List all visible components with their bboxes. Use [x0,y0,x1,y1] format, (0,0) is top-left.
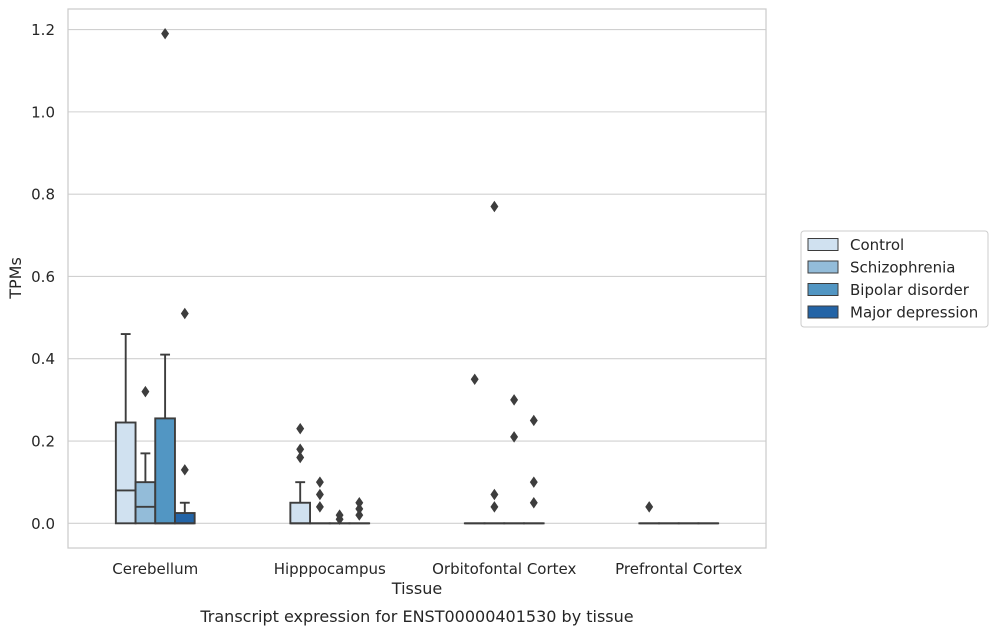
outlier-point [529,414,538,427]
box-body [173,512,196,525]
outlier-point [296,443,305,455]
box-major-depression [173,501,196,525]
outlier-point [180,307,189,320]
box-body [154,417,176,525]
outlier-point [315,501,324,513]
outlier-point [529,497,538,509]
y-tick-label: 0.2 [31,433,55,451]
y-axis-title: TPMs [6,257,25,300]
x-tick-label: Prefrontal Cortex [615,560,742,578]
legend-label: Control [850,236,904,254]
outlier-point [335,509,344,521]
outlier-point [529,476,538,488]
x-tick-label: Hipppocampus [274,560,386,578]
outlier-points [141,27,654,525]
outlier-point [161,27,170,40]
outlier-point [645,501,654,513]
legend-label: Major depression [850,304,978,322]
legend-swatch [807,238,839,251]
box-schizophrenia [134,452,157,525]
chart-caption: Transcript expression for ENST0000040153… [199,607,633,626]
boxes [114,333,720,525]
box-control [114,333,137,525]
legend: Control Schizophrenia Bipolar disorder Majo… [800,230,989,328]
grid-lines [68,29,766,524]
box-body [114,421,137,525]
legend-swatch [807,260,839,274]
outlier-point [355,509,364,521]
y-tick-label: 0.0 [31,515,55,533]
outlier-point [510,394,519,406]
y-axis-ticks: 0.0 0.2 0.4 0.6 0.8 1.0 1.2 [31,21,55,533]
x-axis-title: Tissue [391,579,442,598]
box-bipolar-disorder [154,353,176,525]
legend-label: Schizophrenia [850,259,955,277]
x-axis-ticks: Cerebellum Hipppocampus Orbitofontal Corte… [112,560,742,578]
y-tick-label: 0.6 [31,268,55,286]
outlier-point [490,501,499,513]
outlier-point [355,497,364,509]
legend-label: Bipolar disorder [850,281,970,299]
outlier-point [355,503,364,515]
outlier-point [490,200,499,213]
outlier-point [296,422,305,435]
legend-swatch [807,283,839,296]
legend-frame [800,230,989,328]
box-control [289,481,312,525]
outlier-point [510,431,519,443]
x-tick-label: Cerebellum [112,560,198,578]
outlier-point [296,451,305,464]
y-tick-label: 0.4 [31,350,55,368]
y-tick-label: 0.8 [31,186,55,204]
outlier-point [141,385,150,398]
plot-area-frame [67,8,767,549]
box-body [289,501,312,525]
box-body [134,481,157,525]
y-tick-label: 1.2 [31,21,55,39]
y-tick-label: 1.0 [31,103,55,121]
x-tick-label: Orbitofontal Cortex [432,560,576,578]
legend-swatch [807,305,839,319]
outlier-point [180,464,189,476]
outlier-point [315,488,324,501]
outlier-point [490,488,499,501]
outlier-point [470,373,479,386]
outlier-point [315,476,324,488]
